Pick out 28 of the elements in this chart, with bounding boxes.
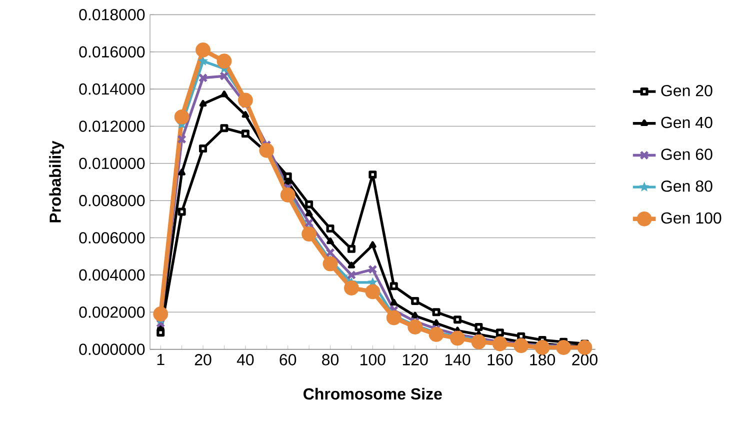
y-tick-label: 0.016000 bbox=[79, 46, 145, 58]
legend-label: Gen 60 bbox=[661, 148, 712, 160]
x-tick-label: 60 bbox=[280, 354, 296, 366]
y-axis-title: Probability bbox=[49, 140, 64, 222]
y-tick-label: 0.010000 bbox=[79, 158, 145, 170]
x-tick-label: 160 bbox=[488, 354, 513, 366]
y-tick-label: 0.014000 bbox=[79, 83, 145, 95]
y-tick-label: 0.000000 bbox=[79, 344, 145, 355]
x-tick-label: 40 bbox=[236, 354, 254, 366]
x-tick-label: 80 bbox=[322, 354, 339, 366]
x-tick-label: 180 bbox=[530, 354, 556, 366]
legend-label: Gen 100 bbox=[661, 212, 722, 224]
legend-label: Gen 20 bbox=[661, 84, 712, 96]
y-tick-label: 0.012000 bbox=[79, 120, 145, 132]
x-tick-label: 200 bbox=[572, 354, 598, 366]
x-tick-label: 20 bbox=[194, 354, 212, 366]
y-tick-label: 0.008000 bbox=[79, 194, 145, 206]
x-tick-label: 100 bbox=[360, 354, 386, 366]
y-tick-label: 0.002000 bbox=[79, 306, 145, 318]
y-tick-label: 0.006000 bbox=[79, 232, 145, 244]
y-tick-label: 0.004000 bbox=[79, 269, 145, 281]
x-tick-label: 120 bbox=[402, 354, 428, 366]
x-axis-title: Chromosome Size bbox=[304, 388, 442, 400]
x-tick-label: 1 bbox=[157, 354, 164, 366]
x-tick-label: 140 bbox=[445, 354, 470, 366]
legend-label: Gen 40 bbox=[661, 116, 712, 128]
legend-label: Gen 80 bbox=[661, 180, 712, 192]
y-tick-label: 0.018000 bbox=[79, 9, 145, 20]
